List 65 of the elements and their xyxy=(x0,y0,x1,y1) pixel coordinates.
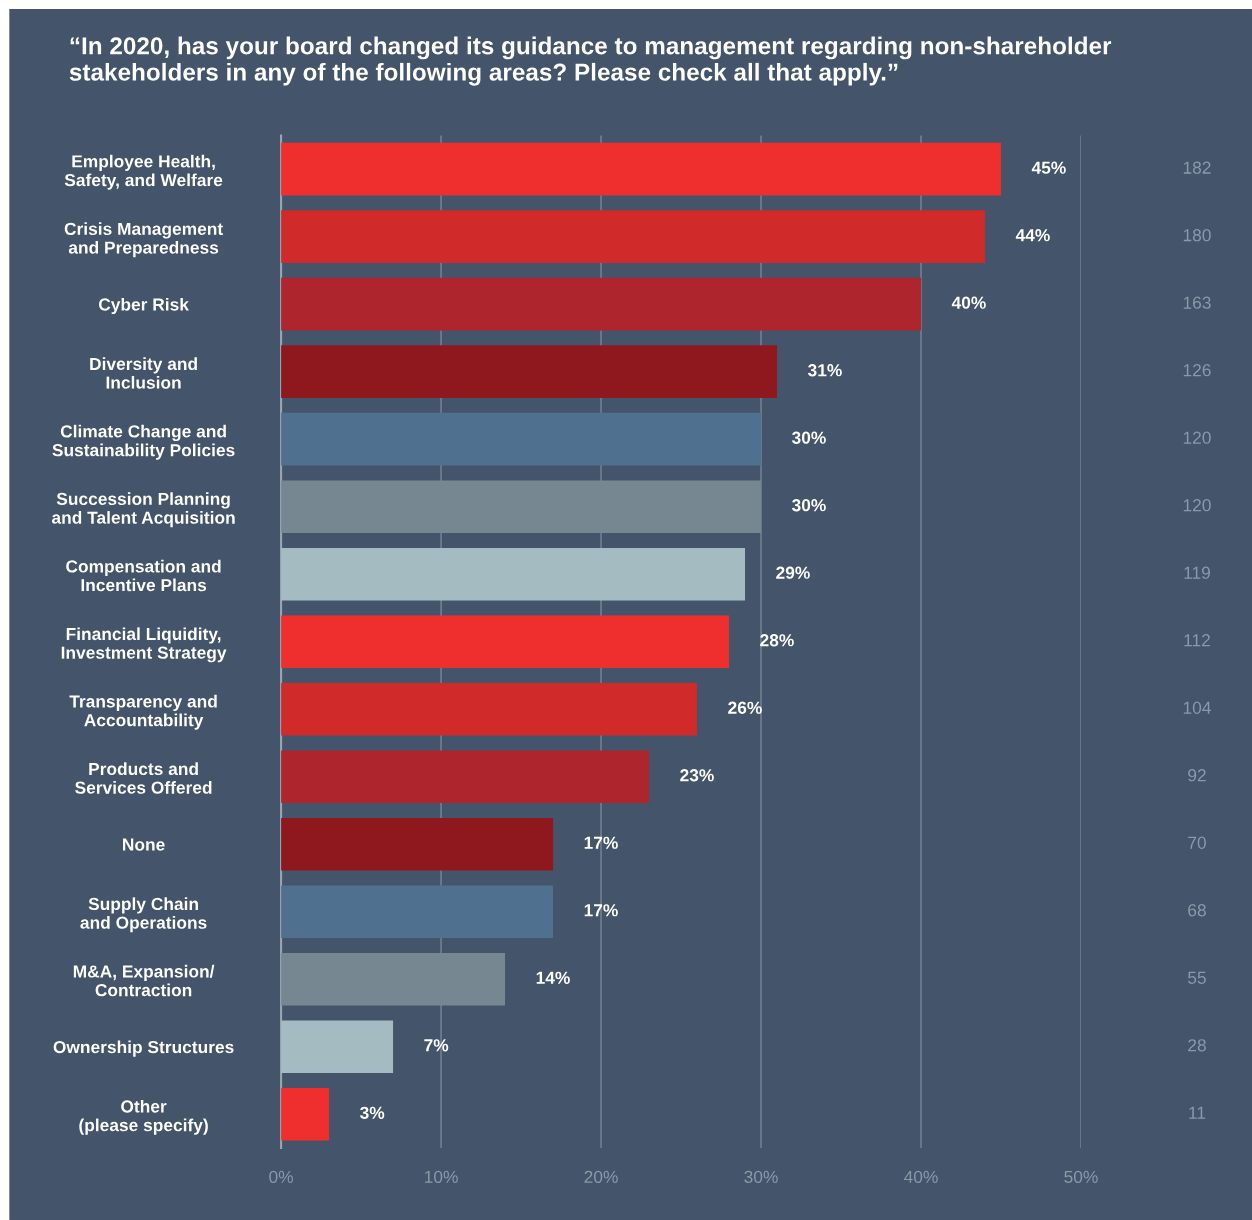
x-tick-label: 30% xyxy=(744,1170,778,1183)
data-label: 44% xyxy=(1015,229,1050,242)
text: 180 xyxy=(1183,229,1211,242)
text: 112 xyxy=(1184,634,1210,647)
data-label: 7% xyxy=(424,1039,449,1052)
text: 182 xyxy=(1183,161,1211,174)
data-label: 40% xyxy=(951,296,986,309)
bar xyxy=(281,615,730,669)
chart-title: “In 2020, has your board changed its guidance to management regarding non-shareholder stakeholders in any of the following areas? Please check all that apply.” xyxy=(69,36,1112,86)
bar xyxy=(281,547,746,601)
text: 104 xyxy=(1183,701,1211,714)
text: 92 xyxy=(1188,769,1206,782)
y-tick-label: Employee Health, Safety, and Welfare xyxy=(64,154,223,190)
x-tick-label: 10% xyxy=(425,1170,458,1183)
text: 163 xyxy=(1183,296,1211,309)
data-label: 45% xyxy=(1031,161,1066,174)
y-tick-label: Succession Planning and Talent Acquisition xyxy=(51,492,235,528)
y-tick-label: Diversity and Inclusion xyxy=(90,357,197,389)
bar xyxy=(281,885,554,939)
bar xyxy=(281,1020,394,1074)
bar xyxy=(281,345,778,399)
bar xyxy=(281,210,985,264)
y-tick-label: Cyber Risk xyxy=(98,297,189,315)
y-tick-label: Transparency and Accountability xyxy=(69,694,217,730)
data-label: 17% xyxy=(584,904,618,917)
text: 55 xyxy=(1188,971,1206,984)
data-label: 28% xyxy=(760,634,794,647)
text: 126 xyxy=(1183,364,1211,377)
y-tick-label: None xyxy=(123,838,165,851)
text: 11 xyxy=(1189,1106,1206,1119)
text: 70 xyxy=(1188,836,1206,849)
data-label: 17% xyxy=(584,836,618,849)
data-label: 30% xyxy=(791,431,826,444)
x-tick-label: 20% xyxy=(584,1170,618,1183)
y-tick-label: Climate Change and Sustainability Policies xyxy=(52,424,235,460)
bar xyxy=(281,1087,330,1141)
text: 120 xyxy=(1183,499,1211,512)
bar xyxy=(281,412,762,466)
y-tick-label: Financial Liquidity, Investment Strategy xyxy=(61,627,227,663)
y-tick-label: Ownership Structures xyxy=(53,1040,234,1057)
y-tick-label: Crisis Management and Preparedness xyxy=(64,222,223,258)
bar xyxy=(281,277,921,331)
x-tick-label: 0% xyxy=(269,1170,293,1183)
bar xyxy=(281,142,1001,196)
data-label: 30% xyxy=(791,499,826,512)
data-label: 29% xyxy=(776,566,810,579)
data-label: 14% xyxy=(536,971,570,984)
text: 119 xyxy=(1184,566,1210,579)
y-tick-label: Supply Chain and Operations xyxy=(80,897,207,933)
data-label: 23% xyxy=(680,769,714,782)
y-tick-label: Other (please specify) xyxy=(79,1099,208,1135)
bar xyxy=(281,817,554,871)
text: 28 xyxy=(1188,1039,1206,1052)
bar xyxy=(281,682,698,736)
y-tick-label: Compensation and Incentive Plans xyxy=(66,559,221,592)
y-tick-label: Products and Services Offered xyxy=(75,762,212,794)
data-label: 31% xyxy=(807,364,842,377)
data-label: 26% xyxy=(728,701,762,714)
text: 120 xyxy=(1183,431,1211,444)
x-tick-label: 40% xyxy=(904,1170,938,1183)
y-tick-label: M&A, Expansion/ Contraction xyxy=(73,964,215,997)
bar xyxy=(281,750,650,804)
x-tick-label: 50% xyxy=(1064,1170,1098,1183)
text: 68 xyxy=(1188,904,1206,917)
data-label: 3% xyxy=(360,1106,385,1119)
